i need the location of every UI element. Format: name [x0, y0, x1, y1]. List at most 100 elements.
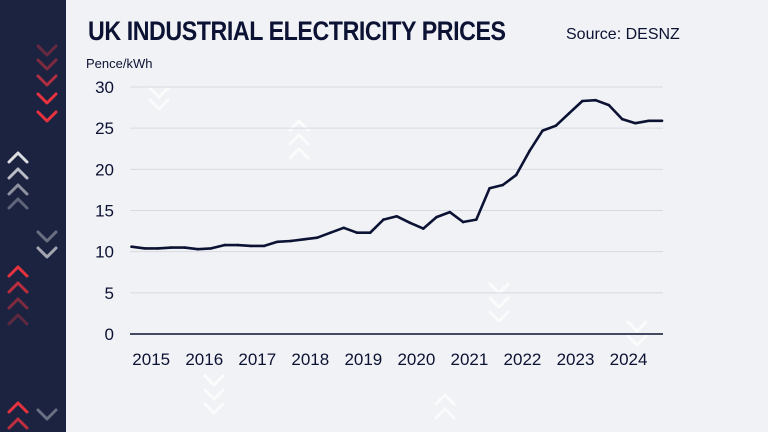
- data-point: [130, 245, 133, 249]
- chevron-up-icon: [434, 393, 456, 406]
- data-point: [329, 231, 332, 235]
- chevron-down-icon: [148, 98, 170, 111]
- y-tick-label: 10: [95, 243, 114, 262]
- data-point: [594, 98, 597, 102]
- data-point: [223, 243, 226, 247]
- data-point: [143, 247, 147, 250]
- data-point: [183, 246, 186, 249]
- y-tick-label: 15: [95, 202, 114, 221]
- chevron-down-icon: [36, 74, 58, 87]
- chevron-down-icon: [203, 402, 225, 415]
- data-point: [514, 173, 518, 177]
- chevron-down-icon: [36, 408, 58, 421]
- data-point: [554, 124, 558, 127]
- data-point: [355, 231, 359, 235]
- data-point: [607, 103, 611, 107]
- chevron-up-icon: [7, 183, 29, 196]
- data-point: [395, 214, 399, 218]
- x-tick-label: 2018: [291, 350, 329, 369]
- chevron-down-icon: [488, 310, 510, 323]
- data-point: [581, 99, 584, 103]
- chart-source: Source: DESNZ: [566, 26, 680, 43]
- data-point: [461, 220, 465, 224]
- data-point: [342, 226, 346, 230]
- x-tick-label: 2024: [610, 350, 648, 369]
- data-point: [289, 239, 292, 243]
- data-point: [209, 247, 213, 250]
- chevron-up-icon: [7, 281, 29, 294]
- decorative-sidebar: [0, 0, 66, 432]
- chevron-up-icon: [288, 119, 310, 132]
- x-axis-ticks: 2015 2016 2017 2018 2019 2020 2021 2022 2023 2024: [132, 350, 647, 369]
- x-tick-label: 2019: [344, 350, 382, 369]
- series-group: [130, 98, 664, 251]
- y-tick-label: 25: [95, 119, 114, 138]
- series-line: [130, 98, 664, 251]
- y-axis-ticks: 0 5 10 15 20 25 30: [95, 78, 114, 344]
- data-point: [196, 247, 200, 251]
- data-point: [541, 129, 544, 132]
- data-point: [382, 218, 385, 221]
- chevron-up-icon: [7, 313, 29, 326]
- x-tick-label: 2023: [557, 350, 595, 369]
- chevron-up-icon: [7, 151, 29, 164]
- chevron-up-icon: [7, 265, 29, 278]
- chevron-down-icon: [203, 374, 225, 387]
- data-point: [262, 244, 266, 248]
- x-tick-label: 2017: [238, 350, 276, 369]
- chevron-down-icon: [36, 110, 58, 123]
- data-point: [236, 243, 239, 247]
- chevron-up-icon: [7, 167, 29, 180]
- data-point: [475, 218, 478, 221]
- data-point: [368, 231, 372, 235]
- y-axis-label: Pence/kWh: [86, 56, 153, 71]
- chevron-up-icon: [288, 147, 310, 160]
- chevron-down-icon: [148, 86, 170, 99]
- data-point: [156, 247, 160, 250]
- y-tick-label: 0: [105, 325, 114, 344]
- x-tick-label: 2015: [132, 350, 170, 369]
- chevron-down-icon: [626, 334, 648, 347]
- data-point: [634, 121, 637, 125]
- sidebar-chevron-pattern: [7, 44, 58, 430]
- chevron-up-icon: [7, 297, 29, 310]
- data-point: [435, 215, 438, 219]
- data-point: [170, 246, 173, 249]
- y-tick-label: 20: [95, 160, 114, 179]
- data-point: [408, 221, 412, 225]
- data-point: [620, 117, 624, 121]
- data-point: [421, 227, 425, 230]
- x-tick-label: 2016: [185, 350, 223, 369]
- chevron-down-icon: [36, 246, 58, 259]
- data-point: [528, 149, 531, 153]
- chart-title: UK INDUSTRIAL ELECTRICITY PRICES: [88, 16, 506, 46]
- chevron-down-icon: [36, 58, 58, 71]
- data-point: [647, 119, 650, 123]
- chevron-down-icon: [488, 296, 510, 309]
- data-point: [501, 183, 505, 187]
- chevron-down-icon: [203, 388, 225, 401]
- data-point: [302, 238, 306, 241]
- x-tick-label: 2022: [504, 350, 542, 369]
- chevron-down-icon: [36, 92, 58, 105]
- x-tick-label: 2020: [397, 350, 435, 369]
- chart-panel: [66, 0, 768, 432]
- chevron-up-icon: [434, 407, 456, 420]
- chevron-up-icon: [7, 417, 29, 430]
- data-point: [567, 112, 571, 115]
- chevron-down-icon: [36, 44, 58, 57]
- data-point: [448, 210, 452, 214]
- gridlines: [130, 86, 663, 335]
- data-point: [660, 119, 664, 123]
- chevron-up-icon: [288, 133, 310, 146]
- data-point: [488, 186, 491, 190]
- data-point: [315, 236, 319, 239]
- chevron-down-icon: [488, 282, 510, 295]
- x-tick-label: 2021: [451, 350, 489, 369]
- y-tick-label: 5: [105, 284, 114, 303]
- chevron-up-icon: [7, 401, 29, 414]
- data-point: [249, 244, 253, 248]
- chevron-down-icon: [626, 320, 648, 333]
- chevron-down-icon: [36, 230, 58, 243]
